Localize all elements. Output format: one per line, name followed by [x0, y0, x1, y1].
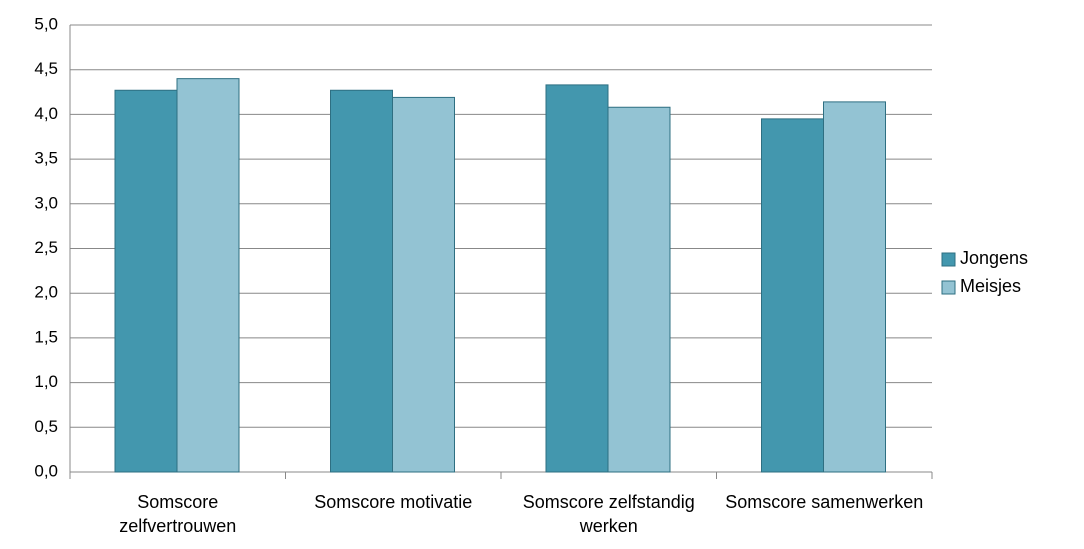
y-tick-label: 0,0 — [34, 461, 58, 480]
y-tick-label: 2,0 — [34, 283, 58, 302]
bar — [392, 96, 455, 473]
legend-label: Meisjes — [960, 276, 1021, 296]
bar — [607, 106, 671, 473]
y-tick-label: 3,0 — [34, 193, 58, 212]
x-tick-label: Somscore motivatie — [314, 492, 473, 512]
legend-swatch — [941, 252, 956, 267]
bar — [823, 101, 886, 473]
bar — [114, 89, 178, 473]
y-tick-label: 5,0 — [34, 14, 58, 33]
y-tick-label: 2,5 — [34, 238, 58, 257]
x-tick-label: Somscore zelfvertrouwen — [119, 492, 237, 536]
y-tick-label: 4,0 — [34, 104, 58, 123]
bar — [545, 84, 609, 473]
y-tick-label: 4,5 — [34, 59, 58, 78]
bar — [330, 89, 393, 473]
x-tick-label: Somscore zelfstandig werken — [522, 492, 695, 536]
y-tick-label: 1,0 — [34, 372, 58, 391]
y-tick-label: 3,5 — [34, 149, 58, 168]
y-tick-label: 1,5 — [34, 327, 58, 346]
legend-swatch — [941, 280, 956, 295]
y-tick-label: 0,5 — [34, 417, 58, 436]
bar — [176, 78, 240, 473]
bar — [761, 118, 824, 473]
legend-label: Jongens — [960, 248, 1028, 268]
x-tick-label: Somscore samenwerken — [725, 492, 924, 512]
